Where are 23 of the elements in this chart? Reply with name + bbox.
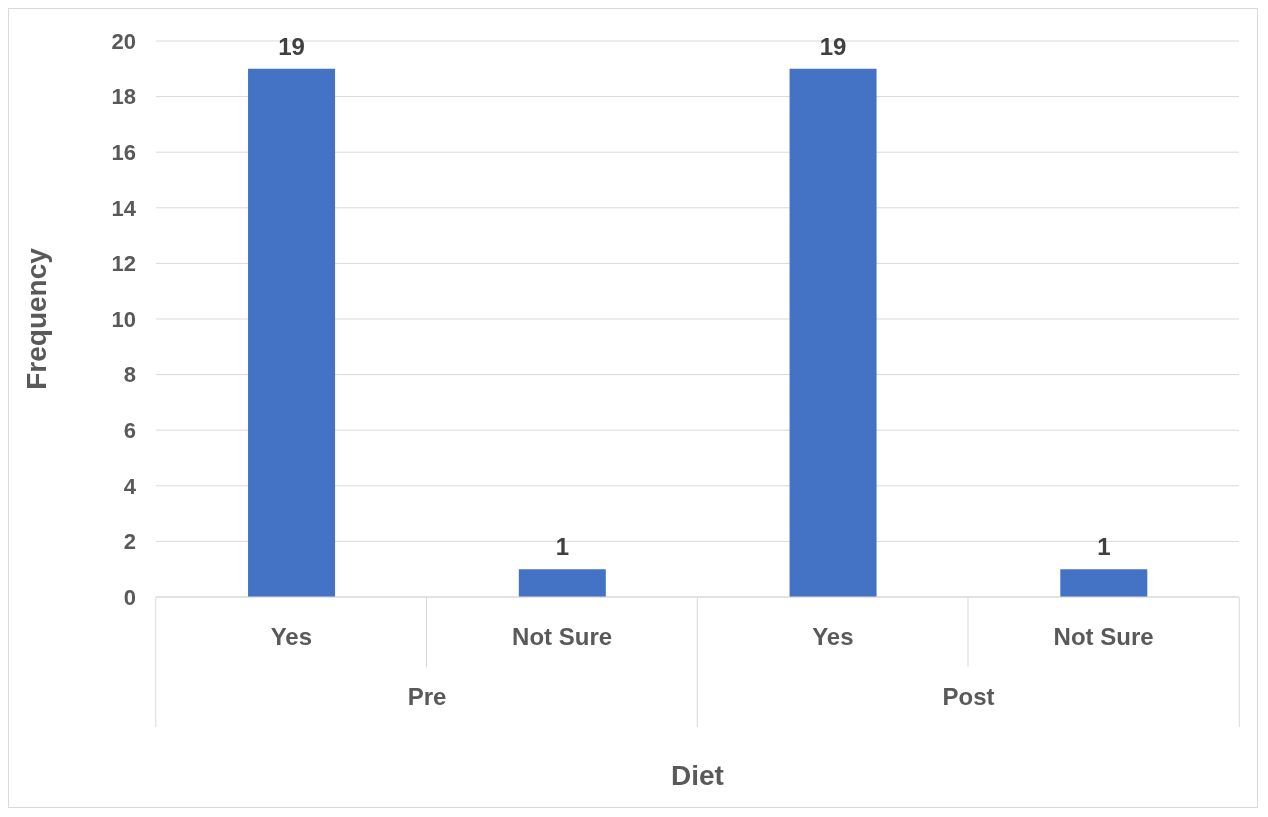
- data-label: 1: [555, 533, 569, 561]
- y-tick-label: 8: [123, 362, 136, 388]
- y-tick-label: 12: [111, 251, 136, 277]
- data-label: 19: [278, 32, 305, 60]
- y-tick-label: 18: [111, 84, 136, 110]
- x-tick-label: Not Sure: [512, 623, 613, 650]
- data-label: 19: [819, 32, 847, 60]
- text: Pre: [407, 683, 447, 710]
- y-tick-label: 0: [123, 584, 136, 610]
- y-axis-title: Frequency: [20, 247, 52, 390]
- y-tick-label: 20: [111, 28, 136, 54]
- x-tick-label: Not Sure: [1053, 623, 1154, 650]
- x-tick-label: Yes: [812, 623, 854, 650]
- y-tick-label: 4: [123, 473, 137, 499]
- y-tick-label: 16: [111, 140, 136, 166]
- x-axis-title: Diet: [671, 760, 724, 791]
- data-label: 1: [1097, 533, 1111, 561]
- y-tick-label: 2: [123, 529, 136, 555]
- x-tick-label: Yes: [270, 623, 313, 650]
- y-tick-label: 6: [123, 418, 136, 444]
- y-tick-label: 14: [111, 195, 137, 221]
- text: Post: [942, 683, 995, 710]
- y-tick-label: 10: [111, 306, 136, 332]
